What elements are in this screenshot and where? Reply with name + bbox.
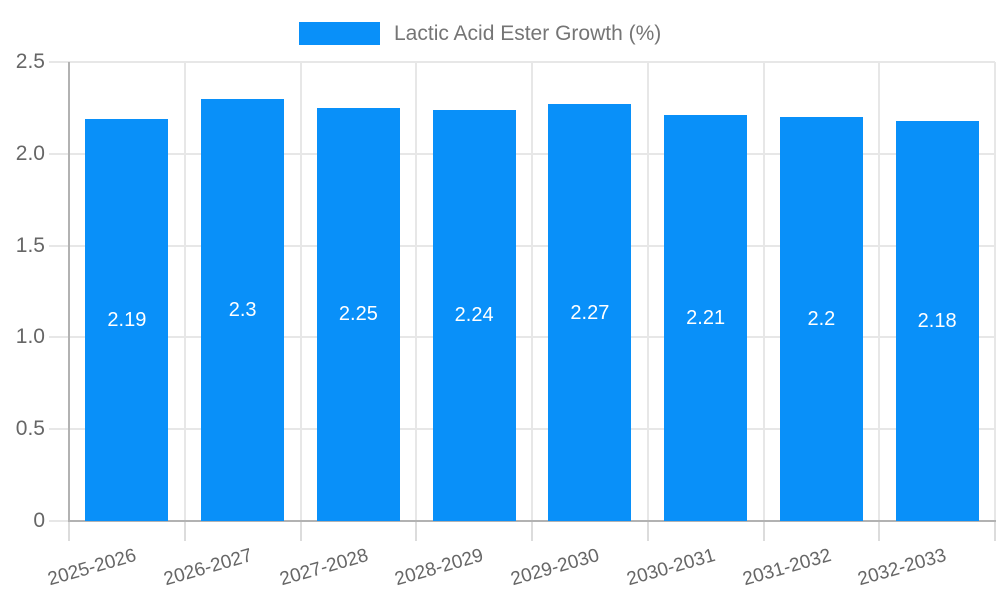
bar bbox=[201, 98, 285, 521]
x-gridline bbox=[183, 62, 186, 521]
bar bbox=[432, 109, 516, 521]
x-tick-label: 2027-2028 bbox=[277, 545, 371, 591]
bar-value-label: 2.24 bbox=[454, 304, 494, 327]
y-tick-label: 1.0 bbox=[15, 325, 45, 349]
x-tick-mark bbox=[646, 521, 649, 541]
y-gridline bbox=[49, 61, 995, 63]
bar bbox=[779, 117, 863, 521]
bar-value-label: 2.3 bbox=[228, 298, 257, 321]
x-tick-label: 2030-2031 bbox=[624, 545, 718, 591]
bar bbox=[548, 104, 632, 521]
x-tick-label: 2031-2032 bbox=[740, 545, 834, 591]
bar-value-label: 2.21 bbox=[686, 307, 726, 330]
x-tick-label: 2028-2029 bbox=[392, 545, 486, 591]
x-axis-line bbox=[68, 520, 996, 522]
x-tick-mark bbox=[68, 521, 70, 541]
x-tick-mark bbox=[299, 521, 302, 541]
y-gridline bbox=[49, 152, 995, 155]
bar-value-label: 2.19 bbox=[107, 308, 147, 331]
x-tick-label: 2026-2027 bbox=[161, 545, 255, 591]
chart-legend: Lactic Acid Ester Growth (%) bbox=[299, 22, 661, 45]
y-tick-label: 2.0 bbox=[15, 141, 45, 165]
x-gridline bbox=[646, 62, 649, 521]
legend-label: Lactic Acid Ester Growth (%) bbox=[394, 22, 662, 45]
x-tick-mark bbox=[878, 521, 881, 541]
y-gridline bbox=[49, 336, 995, 339]
x-tick-label: 2029-2030 bbox=[508, 545, 602, 591]
y-tick-label: 0 bbox=[33, 509, 45, 532]
y-gridline bbox=[49, 244, 995, 247]
x-tick-mark bbox=[183, 521, 186, 541]
x-gridline bbox=[762, 62, 765, 521]
y-tick-label: 0.5 bbox=[15, 417, 45, 441]
x-tick-mark bbox=[762, 521, 765, 541]
x-gridline bbox=[299, 62, 302, 521]
bar-value-label: 2.2 bbox=[807, 308, 836, 331]
bar bbox=[316, 107, 400, 521]
x-gridline bbox=[415, 62, 418, 521]
x-tick-mark bbox=[415, 521, 418, 541]
bar bbox=[895, 120, 979, 521]
x-tick-mark bbox=[531, 521, 533, 541]
y-tick-label: 2.5 bbox=[15, 50, 45, 73]
x-gridline bbox=[878, 62, 881, 521]
y-gridline bbox=[49, 428, 995, 431]
x-tick-mark bbox=[994, 521, 996, 541]
bar-value-label: 2.25 bbox=[338, 303, 378, 326]
y-axis-line bbox=[68, 62, 70, 521]
bar-value-label: 2.18 bbox=[917, 309, 957, 332]
x-tick-label: 2025-2026 bbox=[45, 545, 139, 591]
bar-value-label: 2.27 bbox=[570, 301, 610, 324]
bar bbox=[664, 115, 748, 521]
x-tick-label: 2032-2033 bbox=[855, 545, 949, 591]
y-tick-label: 1.5 bbox=[15, 233, 45, 257]
x-gridline bbox=[531, 62, 533, 521]
bar bbox=[85, 118, 169, 521]
x-gridline bbox=[994, 62, 996, 521]
legend-color-swatch bbox=[299, 22, 380, 45]
